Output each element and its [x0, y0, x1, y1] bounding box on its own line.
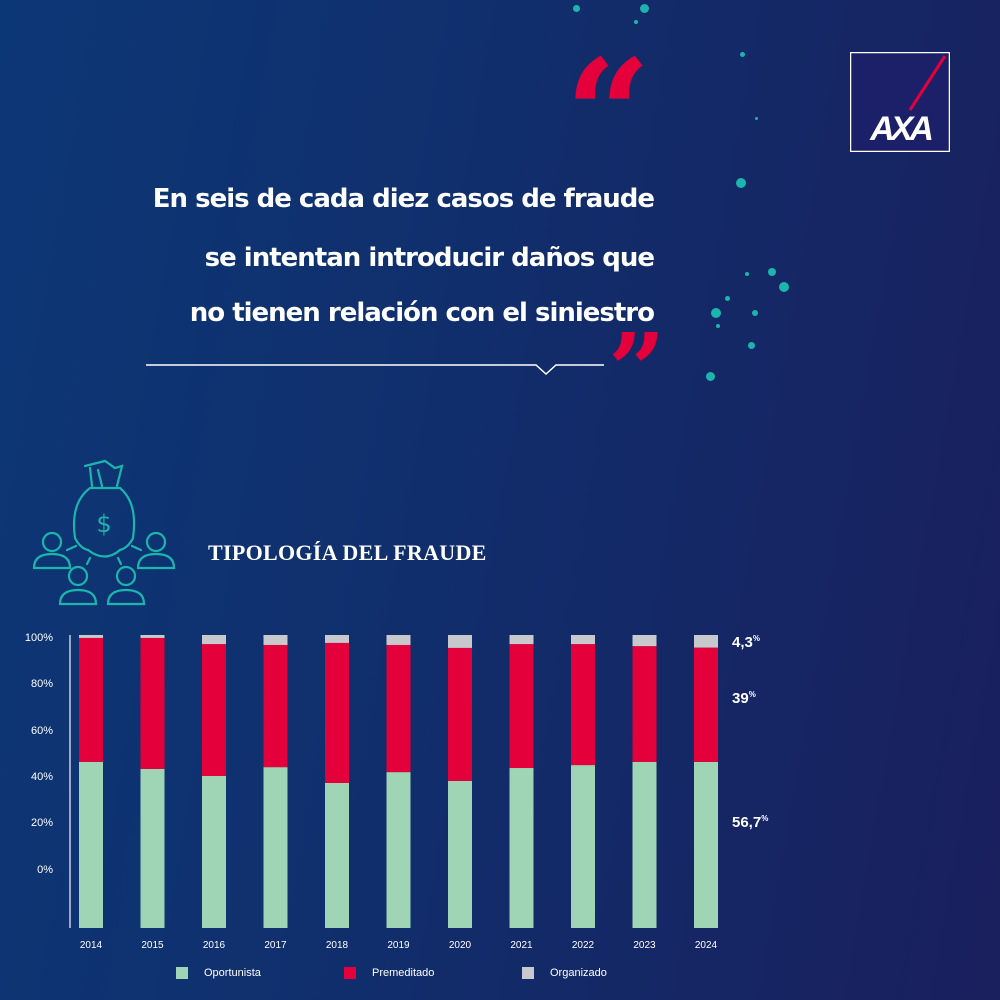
end-label-opportunist: 56,7% — [732, 814, 768, 831]
svg-text:$: $ — [96, 510, 111, 538]
end-label-value: 39 — [732, 690, 749, 707]
bar-premeditado-2021 — [509, 644, 534, 769]
bar-organizado-2022 — [571, 635, 595, 645]
x-tick-label: 2017 — [264, 940, 287, 951]
quote-line-1: En seis de cada diez casos de fraude — [152, 184, 655, 214]
bar-premeditado-2015 — [140, 637, 165, 769]
bar-organizado-2021 — [509, 635, 534, 645]
x-tick-label: 2018 — [325, 940, 349, 951]
quote-line-2: se intentan introducir daños que — [204, 243, 655, 273]
bar-premeditado-2020 — [448, 647, 472, 781]
quote-line-3: no tienen relación con el siniestro — [189, 298, 655, 328]
bar-organizado-2018 — [325, 635, 349, 643]
y-tick-label: 60% — [30, 724, 53, 737]
x-tick-label: 2021 — [510, 940, 533, 951]
x-tick-label: 2024 — [694, 940, 718, 951]
x-tick-label: 2022 — [571, 940, 595, 951]
bar-premeditado-2019 — [386, 644, 411, 773]
bar-organizado-2016 — [202, 635, 226, 645]
end-label-premeditated: 39% — [732, 690, 756, 707]
bar-premeditado-2016 — [202, 644, 226, 776]
bar-organizado-2014 — [79, 635, 103, 638]
end-label-value: 56,7 — [732, 814, 762, 831]
legend-label: Oportunista — [204, 967, 261, 979]
bar-oportunista-2019 — [386, 772, 411, 928]
end-label-unit: % — [748, 690, 756, 699]
end-label-unit: % — [761, 814, 769, 823]
bar-organizado-2023 — [632, 635, 657, 647]
bar-oportunista-2022 — [571, 765, 595, 928]
x-tick-label: 2019 — [387, 940, 410, 951]
svg-text:AXA: AXA — [869, 110, 932, 148]
bar-oportunista-2017 — [263, 767, 288, 928]
quote-divider — [146, 358, 606, 383]
bar-organizado-2015 — [140, 635, 165, 638]
open-quote-mark: “ — [565, 27, 652, 203]
bar-premeditado-2017 — [263, 644, 288, 768]
chart-title: TIPOLOGÍA DEL FRAUDE — [208, 540, 487, 565]
x-tick-label: 2023 — [633, 940, 656, 951]
x-tick-label: 2014 — [79, 940, 103, 951]
bar-organizado-2020 — [448, 635, 472, 648]
bar-oportunista-2014 — [79, 761, 103, 928]
axa-logo: AXA — [849, 51, 951, 153]
bar-oportunista-2015 — [140, 768, 165, 928]
bar-organizado-2017 — [263, 635, 288, 645]
bar-organizado-2019 — [386, 635, 411, 645]
legend-label: Organizado — [550, 967, 607, 979]
legend-swatch — [344, 967, 356, 979]
x-tick-label: 2020 — [448, 940, 472, 951]
y-tick-label: 0% — [37, 863, 53, 876]
y-tick-label: 20% — [30, 817, 53, 830]
bar-oportunista-2020 — [448, 780, 472, 928]
bar-premeditado-2018 — [325, 642, 349, 783]
legend-item-premeditado: Premeditado — [344, 967, 434, 979]
close-quote-mark: ” — [608, 311, 666, 429]
bar-oportunista-2024 — [694, 761, 718, 928]
bar-premeditado-2022 — [571, 644, 595, 766]
bar-oportunista-2018 — [325, 782, 349, 928]
legend-item-oportunista: Oportunista — [176, 967, 261, 979]
end-label-unit: % — [752, 634, 760, 643]
end-label-value: 4,3 — [732, 634, 753, 651]
legend-label: Premeditado — [372, 967, 435, 979]
money-bag-network-icon: $ — [20, 458, 185, 623]
y-tick-label: 100% — [24, 632, 53, 644]
bar-premeditado-2023 — [632, 646, 657, 762]
x-tick-label: 2015 — [141, 940, 164, 951]
bar-organizado-2024 — [694, 635, 718, 648]
bar-oportunista-2021 — [509, 768, 534, 928]
legend-item-organizado: Organizado — [522, 967, 607, 979]
end-label-organized: 4,3% — [732, 634, 760, 651]
bar-oportunista-2023 — [632, 761, 657, 928]
x-tick-label: 2016 — [202, 940, 226, 951]
y-tick-label: 40% — [30, 770, 53, 783]
bar-premeditado-2024 — [694, 647, 718, 762]
y-tick-label: 80% — [30, 678, 53, 691]
bar-premeditado-2014 — [79, 637, 103, 762]
bar-oportunista-2016 — [202, 775, 226, 928]
legend-swatch — [176, 967, 188, 979]
legend-swatch — [522, 967, 534, 979]
